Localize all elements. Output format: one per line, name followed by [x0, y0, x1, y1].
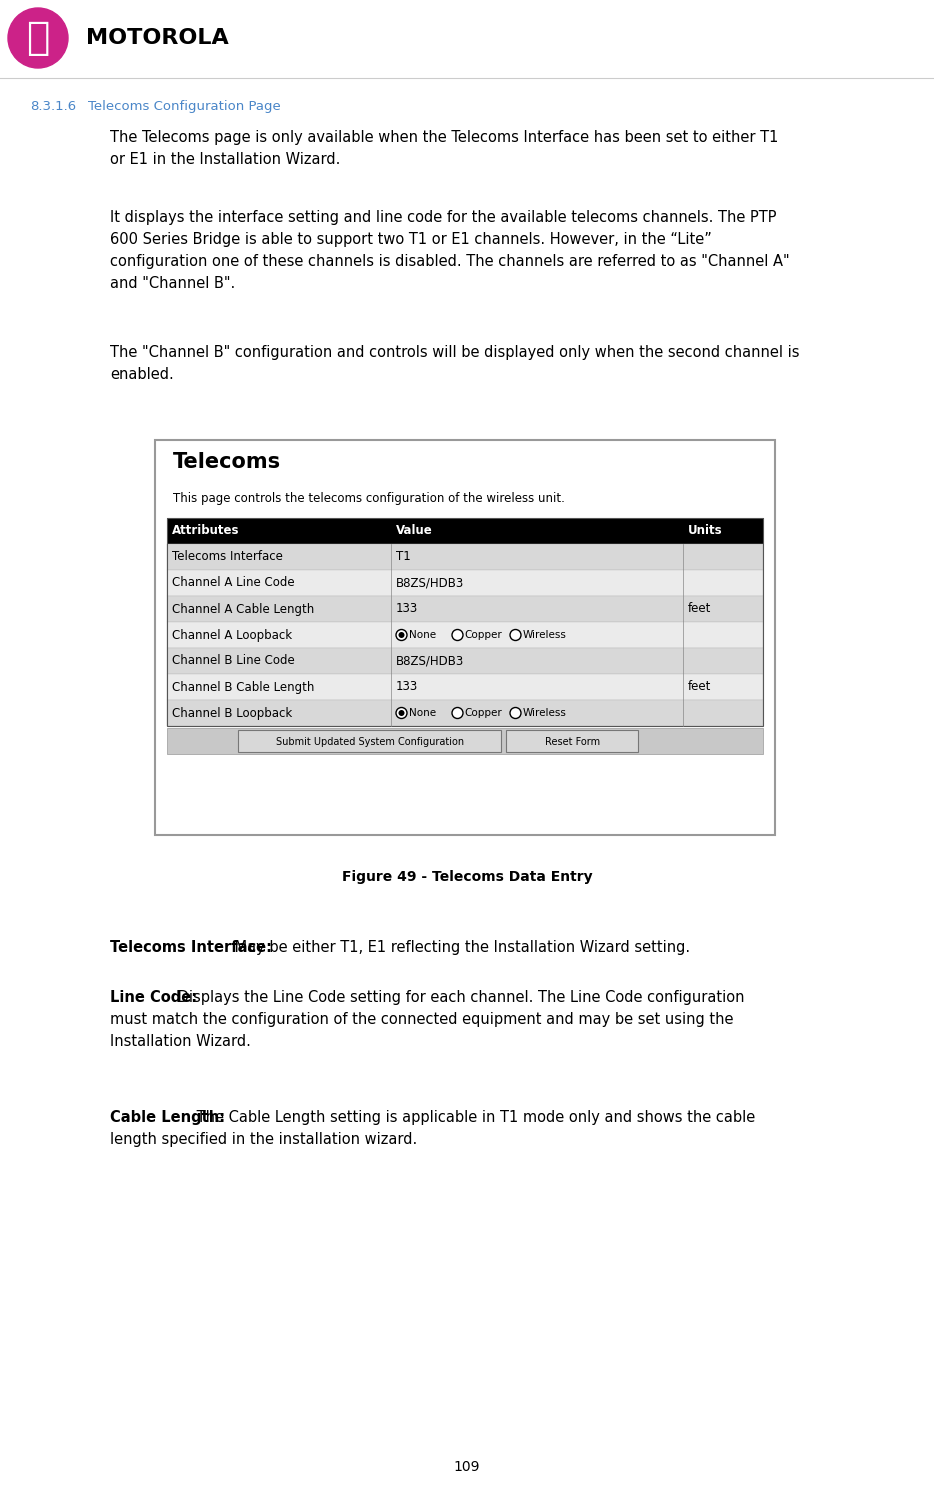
Text: Channel A Loopback: Channel A Loopback	[172, 629, 292, 641]
Text: None: None	[408, 708, 435, 719]
Text: must match the configuration of the connected equipment and may be set using the: must match the configuration of the conn…	[110, 1011, 733, 1026]
Text: 133: 133	[395, 680, 417, 693]
Bar	[167, 518, 763, 544]
Text: Displays the Line Code setting for each channel. The Line Code configuration: Displays the Line Code setting for each …	[173, 991, 744, 1005]
Text: 8.3.1.6: 8.3.1.6	[30, 100, 77, 114]
Bar	[167, 674, 763, 701]
Text: The Cable Length setting is applicable in T1 mode only and shows the cable: The Cable Length setting is applicable i…	[191, 1110, 756, 1125]
Bar	[167, 622, 763, 648]
Text: Installation Wizard.: Installation Wizard.	[110, 1034, 251, 1049]
Text: feet: feet	[687, 602, 711, 616]
Bar	[155, 441, 775, 835]
Text: Telecoms: Telecoms	[173, 453, 281, 472]
Bar	[167, 571, 763, 596]
Bar	[167, 518, 763, 726]
Circle shape	[510, 708, 521, 719]
FancyBboxPatch shape	[506, 729, 638, 751]
Text: enabled.: enabled.	[110, 368, 174, 382]
Text: Line Code:: Line Code:	[110, 991, 197, 1005]
Circle shape	[452, 708, 463, 719]
Text: This page controls the telecoms configuration of the wireless unit.: This page controls the telecoms configur…	[173, 492, 565, 505]
Text: 133: 133	[395, 602, 417, 616]
Text: Channel A Line Code: Channel A Line Code	[172, 577, 294, 590]
Text: 600 Series Bridge is able to support two T1 or E1 channels. However, in the “Lit: 600 Series Bridge is able to support two…	[110, 232, 712, 247]
Text: Wireless: Wireless	[522, 630, 566, 639]
FancyBboxPatch shape	[238, 729, 502, 751]
Circle shape	[452, 629, 463, 641]
Text: May be either T1, E1 reflecting the Installation Wizard setting.: May be either T1, E1 reflecting the Inst…	[230, 940, 690, 955]
Text: Cable Length:: Cable Length:	[110, 1110, 225, 1125]
Circle shape	[8, 7, 68, 69]
Text: Wireless: Wireless	[522, 708, 566, 719]
Circle shape	[399, 710, 404, 716]
Text: Channel B Cable Length: Channel B Cable Length	[172, 680, 315, 693]
Text: Ⓜ: Ⓜ	[26, 19, 50, 57]
Circle shape	[396, 708, 407, 719]
Text: feet: feet	[687, 680, 711, 693]
Circle shape	[399, 632, 404, 638]
Text: It displays the interface setting and line code for the available telecoms chann: It displays the interface setting and li…	[110, 211, 776, 226]
Text: Telecoms Configuration Page: Telecoms Configuration Page	[88, 100, 281, 114]
Text: The "Channel B" configuration and controls will be displayed only when the secon: The "Channel B" configuration and contro…	[110, 345, 800, 360]
Text: or E1 in the Installation Wizard.: or E1 in the Installation Wizard.	[110, 152, 340, 167]
Text: The Telecoms page is only available when the Telecoms Interface has been set to : The Telecoms page is only available when…	[110, 130, 778, 145]
Bar	[167, 596, 763, 622]
Text: Figure 49 - Telecoms Data Entry: Figure 49 - Telecoms Data Entry	[342, 870, 592, 884]
Circle shape	[510, 629, 521, 641]
Text: Submit Updated System Configuration: Submit Updated System Configuration	[276, 737, 463, 747]
Text: Telecoms Interface:: Telecoms Interface:	[110, 940, 272, 955]
Text: and "Channel B".: and "Channel B".	[110, 276, 235, 291]
Text: configuration one of these channels is disabled. The channels are referred to as: configuration one of these channels is d…	[110, 254, 789, 269]
Text: Telecoms Interface: Telecoms Interface	[172, 550, 283, 563]
Text: length specified in the installation wizard.: length specified in the installation wiz…	[110, 1132, 417, 1147]
Bar	[167, 544, 763, 571]
Text: Copper: Copper	[464, 630, 502, 639]
Text: Channel B Line Code: Channel B Line Code	[172, 654, 295, 668]
Text: Units: Units	[687, 524, 722, 538]
Text: B8ZS/HDB3: B8ZS/HDB3	[395, 577, 464, 590]
Text: Attributes: Attributes	[172, 524, 239, 538]
Text: Channel A Cable Length: Channel A Cable Length	[172, 602, 314, 616]
Text: 109: 109	[454, 1460, 480, 1475]
Bar	[167, 701, 763, 726]
Text: None: None	[408, 630, 435, 639]
Text: Value: Value	[395, 524, 432, 538]
Text: Channel B Loopback: Channel B Loopback	[172, 707, 292, 720]
Text: B8ZS/HDB3: B8ZS/HDB3	[395, 654, 464, 668]
Text: Reset Form: Reset Form	[545, 737, 600, 747]
Bar	[167, 728, 763, 754]
Text: MOTOROLA: MOTOROLA	[86, 28, 229, 48]
Bar	[167, 648, 763, 674]
Text: T1: T1	[395, 550, 410, 563]
Text: Copper: Copper	[464, 708, 502, 719]
Circle shape	[396, 629, 407, 641]
